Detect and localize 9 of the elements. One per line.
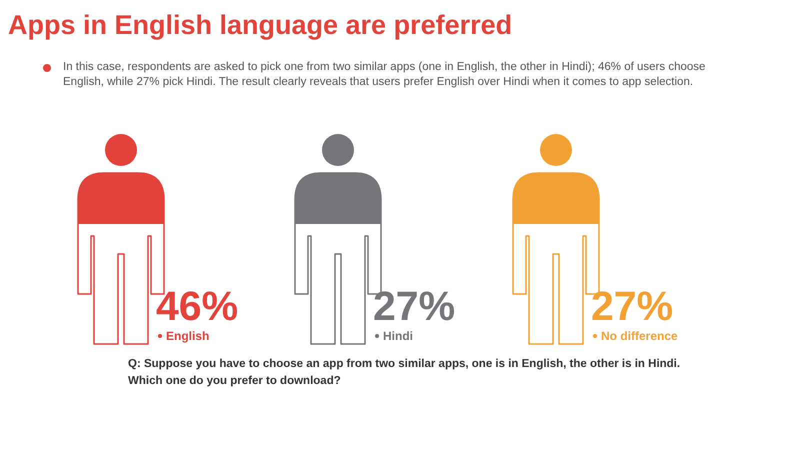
text: In this case, respondents are asked to pick one from two similar apps (one in English, the other in Hindi); 46% of users choose English, while 27% pick Hindi. The result clearly reveals that users prefer English over Hindi when it comes to app selection. bbox=[63, 60, 706, 90]
text: Apps in English language are preferred bbox=[8, 10, 512, 41]
text: Q: Suppose you have to choose an app from two similar apps, one is in English, the other is in Hindi. Which one do you prefer to download? bbox=[128, 357, 682, 389]
data-label: 27% bbox=[373, 283, 456, 329]
category-label: Hindi bbox=[383, 329, 413, 343]
category-label: No difference bbox=[601, 329, 678, 343]
category-label: English bbox=[166, 329, 210, 343]
data-label: 46% bbox=[156, 283, 238, 329]
data-label: 27% bbox=[591, 283, 674, 329]
